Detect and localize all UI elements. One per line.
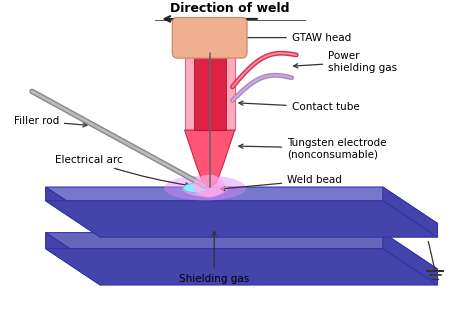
Text: Contact tube: Contact tube xyxy=(239,101,359,112)
Text: Electrical arc: Electrical arc xyxy=(55,155,190,187)
Polygon shape xyxy=(46,249,438,285)
Polygon shape xyxy=(46,187,438,223)
Polygon shape xyxy=(46,201,438,237)
Text: Direction of weld: Direction of weld xyxy=(171,2,290,15)
Polygon shape xyxy=(184,130,235,188)
Text: Shielding gas: Shielding gas xyxy=(179,231,249,284)
Text: Weld bead: Weld bead xyxy=(221,175,342,190)
Ellipse shape xyxy=(164,175,246,200)
Polygon shape xyxy=(194,57,226,130)
Ellipse shape xyxy=(182,179,228,197)
Ellipse shape xyxy=(183,183,209,192)
Polygon shape xyxy=(46,233,438,269)
Polygon shape xyxy=(46,187,100,237)
Polygon shape xyxy=(383,187,438,237)
Polygon shape xyxy=(383,233,438,285)
FancyBboxPatch shape xyxy=(172,17,247,58)
Text: Filler rod: Filler rod xyxy=(14,116,87,127)
Polygon shape xyxy=(46,233,100,285)
Polygon shape xyxy=(184,50,235,130)
Text: Tungsten electrode
(nonconsumable): Tungsten electrode (nonconsumable) xyxy=(239,138,387,159)
Text: GTAW head: GTAW head xyxy=(234,33,351,42)
Ellipse shape xyxy=(193,175,225,197)
Text: Power
shielding gas: Power shielding gas xyxy=(293,51,397,73)
